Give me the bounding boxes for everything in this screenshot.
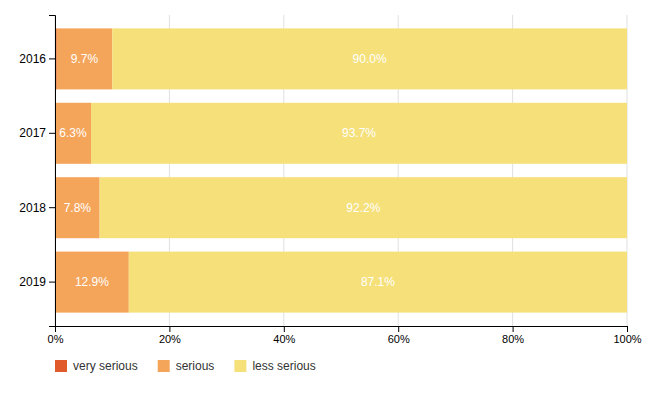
x-tick-label: 0% (48, 333, 64, 345)
y-tick: 2018 (19, 201, 55, 215)
x-tick-mark (627, 326, 628, 332)
x-tick-mark (284, 326, 285, 332)
x-tick-label: 60% (388, 333, 410, 345)
legend: very serious serious less serious (55, 359, 316, 373)
legend-item: serious (158, 359, 215, 373)
y-tick-label: 2017 (19, 126, 46, 140)
y-tick-mark (49, 58, 55, 59)
x-tick: 20% (159, 326, 181, 345)
bar (91, 103, 627, 164)
x-tick-label: 40% (273, 333, 295, 345)
data-label: 87.1% (361, 275, 395, 289)
data-label: 12.9% (75, 275, 109, 289)
data-labels: 9.7% 6.3% 7.8% 12.9% 90.0% 93.7% 92.2% 87.1% (59, 52, 395, 289)
y-axis-line (49, 16, 56, 327)
y-tick-mark (49, 282, 55, 283)
legend-item: very serious (55, 359, 138, 373)
plot: 9.7% 6.3% 7.8% 12.9% 90.0% 93.7% 92.2% 87.1% 0% 2… (19, 15, 641, 345)
x-tick-mark (398, 326, 399, 332)
y-tick: 2017 (19, 126, 55, 140)
y-tick: 2019 (19, 275, 55, 289)
x-tick-mark (513, 326, 514, 332)
legend-swatch (55, 360, 67, 372)
data-label: 7.8% (64, 201, 92, 215)
x-tick-mark (169, 326, 170, 332)
bar (55, 252, 129, 313)
x-tick-label: 80% (502, 333, 524, 345)
x-tick: 60% (388, 326, 410, 345)
legend-item: less serious (234, 359, 315, 373)
y-tick-label: 2018 (19, 201, 46, 215)
bar (100, 177, 627, 238)
x-tick-label: 20% (159, 333, 181, 345)
x-axis: 0% 20% 40% 60% 80% 100% (48, 326, 642, 345)
y-tick-label: 2019 (19, 275, 46, 289)
y-axis: 2016 2017 2018 2019 (19, 16, 55, 327)
legend-label: very serious (73, 359, 138, 373)
legend-label: less serious (252, 359, 315, 373)
y-tick-label: 2016 (19, 52, 46, 66)
grid (55, 15, 627, 326)
bar (55, 103, 91, 164)
chart: 9.7% 6.3% 7.8% 12.9% 90.0% 93.7% 92.2% 87.1% 0% 2… (0, 0, 652, 401)
x-tick: 100% (613, 326, 641, 345)
data-label: 93.7% (342, 126, 376, 140)
x-tick-label: 100% (613, 333, 641, 345)
data-label: 92.2% (346, 201, 380, 215)
data-label: 9.7% (71, 52, 99, 66)
bar (55, 177, 100, 238)
x-tick: 0% (48, 326, 64, 345)
x-tick: 40% (273, 326, 295, 345)
y-tick: 2016 (19, 52, 55, 66)
data-label: 6.3% (59, 126, 87, 140)
x-axis-line (56, 327, 628, 333)
bar (112, 28, 627, 89)
bar (57, 28, 112, 89)
legend-swatch (158, 360, 170, 372)
y-tick-mark (49, 207, 55, 208)
y-tick-mark (49, 133, 55, 134)
x-tick: 80% (502, 326, 524, 345)
bars (55, 28, 627, 312)
legend-swatch (234, 360, 246, 372)
data-label: 90.0% (353, 52, 387, 66)
bar (129, 252, 627, 313)
legend-label: serious (176, 359, 215, 373)
